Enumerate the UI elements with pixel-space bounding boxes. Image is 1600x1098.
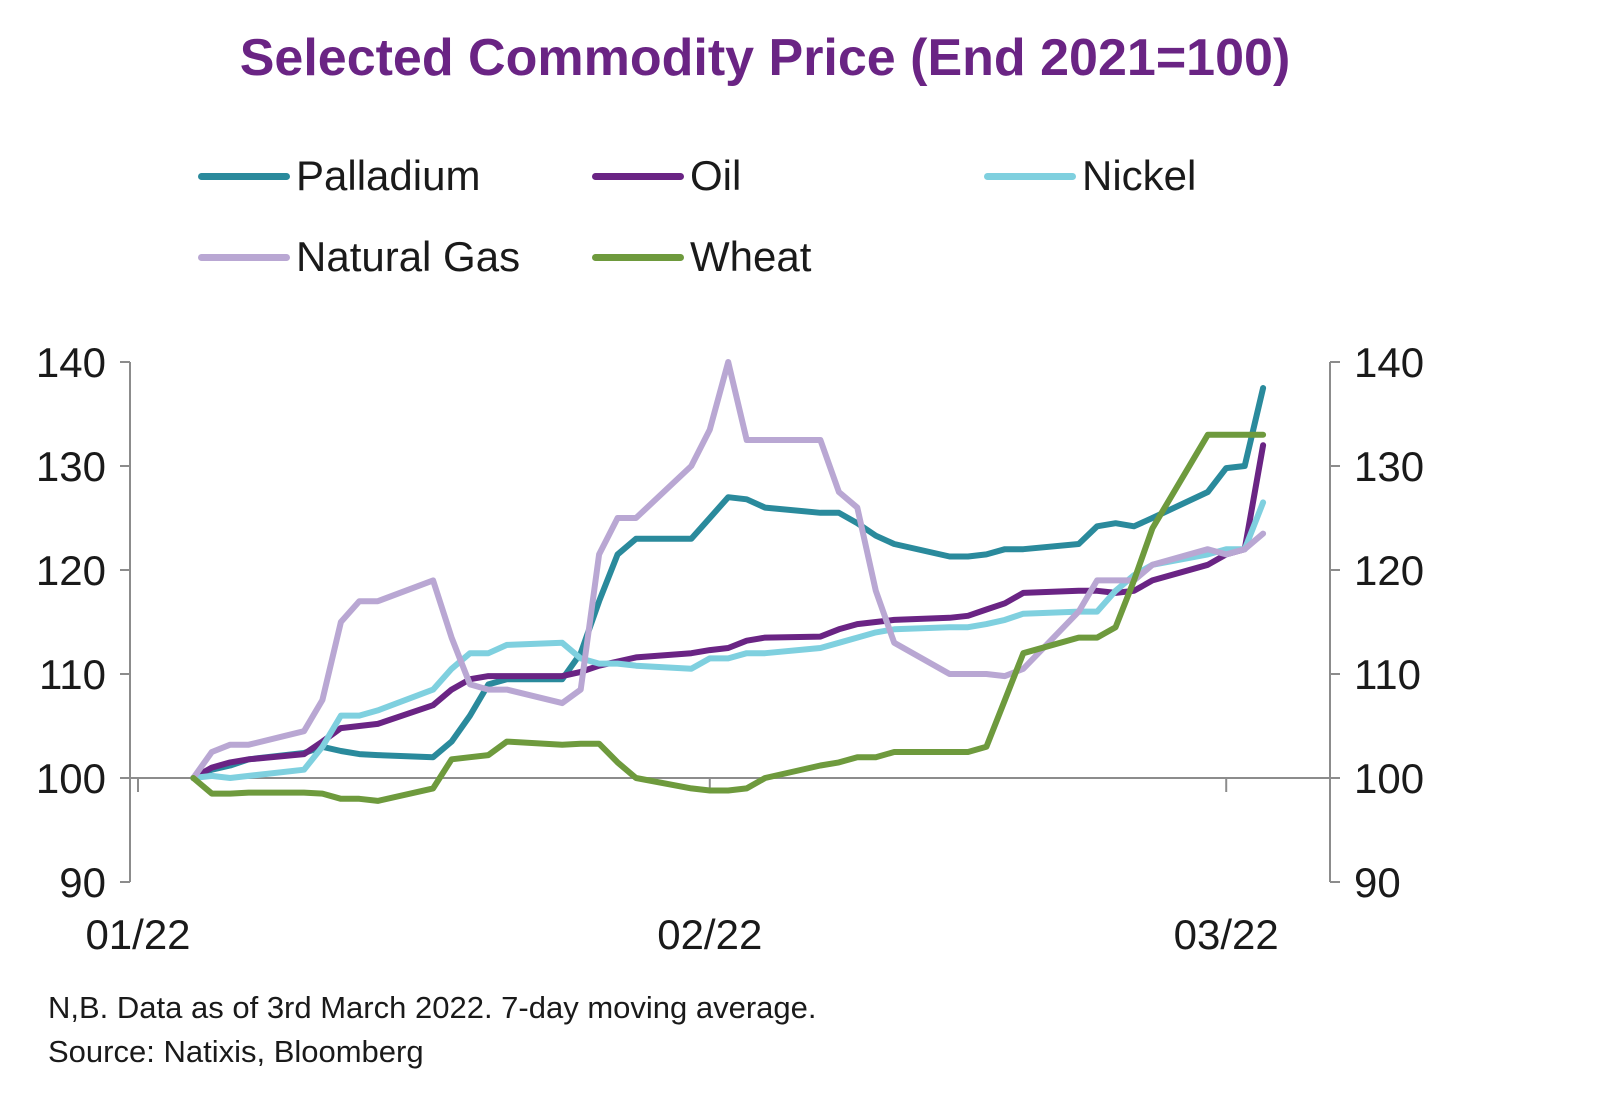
left-y-tick-label: 140 (36, 339, 106, 386)
legend-label-oil: Oil (690, 152, 742, 199)
legend-entry-wheat: Wheat (592, 233, 811, 280)
legend-label-wheat: Wheat (690, 233, 812, 280)
legend-label-natural-gas: Natural Gas (296, 233, 521, 280)
left-y-tick-label: 120 (36, 547, 106, 594)
right-y-tick-label: 140 (1354, 339, 1424, 386)
left-y-tick-label: 90 (59, 859, 106, 906)
series-line-wheat (190, 431, 1267, 804)
x-tick-label: 03/22 (1174, 911, 1279, 958)
legend-label-palladium: Palladium (296, 152, 481, 199)
right-y-tick-label: 120 (1354, 547, 1424, 594)
right-y-tick-label: 90 (1354, 859, 1401, 906)
x-tick-label: 01/22 (85, 911, 190, 958)
legend-entry-palladium: Palladium (198, 152, 480, 199)
series-line-palladium (190, 385, 1267, 781)
source-note: Source: Natixis, Bloomberg (48, 1034, 424, 1069)
left-y-tick-label: 130 (36, 443, 106, 490)
series-line-nickel (190, 499, 1267, 781)
left-y-tick-label: 100 (36, 755, 106, 802)
right-y-tick-label: 130 (1354, 443, 1424, 490)
chart-title: Selected Commodity Price (End 2021=100) (239, 29, 1291, 87)
legend-label-nickel: Nickel (1082, 152, 1197, 199)
x-tick-label: 02/22 (657, 911, 762, 958)
left-y-tick-label: 110 (39, 651, 106, 698)
legend-swatch-natural-gas (198, 253, 290, 261)
legend-entry-oil: Oil (592, 152, 741, 199)
line-chart: 90 90 100 100 110 110 120 120 130 130 140 140 01/22 0… (36, 339, 1424, 958)
series-line-natural-gas (190, 359, 1267, 781)
footnote: N,B. Data as of 3rd March 2022. 7-day mo… (48, 990, 817, 1025)
legend-swatch-palladium (198, 172, 290, 180)
legend-swatch-wheat (592, 253, 684, 261)
right-y-tick-label: 110 (1354, 651, 1421, 698)
legend-swatch-nickel (984, 172, 1076, 180)
legend-entry-natural-gas: Natural Gas (198, 233, 520, 280)
legend-entry-nickel: Nickel (984, 152, 1196, 199)
right-y-tick-label: 100 (1354, 755, 1424, 802)
legend-swatch-oil (592, 172, 684, 180)
series-line-oil (190, 442, 1267, 781)
